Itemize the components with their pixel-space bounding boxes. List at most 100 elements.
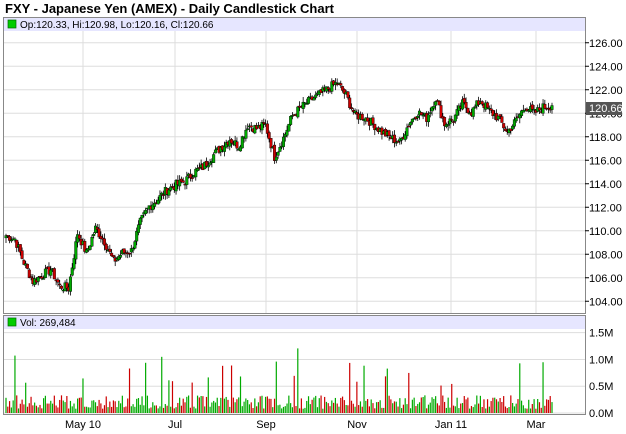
candle-body (249, 125, 253, 128)
volume-tick-label: 1.5M (589, 328, 613, 340)
candle-body (194, 168, 198, 178)
candle-body (144, 210, 148, 214)
candle-body (405, 127, 409, 137)
candle-body (290, 115, 294, 117)
candle-body (260, 122, 264, 131)
candle-body (131, 248, 135, 251)
candle-body (267, 132, 271, 140)
candle-body (167, 189, 171, 196)
candle-body (128, 253, 132, 255)
candle-body (489, 108, 493, 111)
candle-body (387, 130, 391, 137)
candle-body (462, 98, 466, 103)
candle-body (491, 110, 495, 117)
candle-body (42, 278, 46, 280)
price-y-axis: 104.00 106.00 108.00 110.00 112.00 114.00 116.… (585, 38, 623, 308)
candle-body (480, 101, 484, 105)
candle-body (409, 122, 413, 126)
candle-body (85, 249, 89, 253)
candle-body (25, 263, 29, 269)
candle-body (342, 89, 346, 94)
candle-body (97, 228, 101, 238)
candle-body (416, 116, 420, 119)
candle-body (88, 245, 92, 250)
candle-body (360, 113, 364, 120)
candle-body (314, 94, 318, 98)
candle-body (122, 248, 126, 254)
candle-body (443, 117, 447, 127)
candle-body (373, 123, 377, 131)
last-price-badge (586, 102, 622, 115)
candle-body (464, 102, 468, 109)
candle-body (403, 134, 407, 140)
candle-body (439, 105, 443, 119)
candle-body (460, 99, 464, 110)
candle-body (90, 237, 94, 247)
candle-body (503, 128, 507, 131)
candle-body (188, 173, 192, 179)
candle-body (341, 86, 345, 91)
candle-body (301, 101, 305, 109)
candle-body (430, 106, 434, 112)
candle-body (178, 179, 182, 187)
candle-body (68, 276, 72, 292)
volume-series (5, 348, 553, 413)
chart-title: FXY - Japanese Yen (AMEX) - Daily Candle… (5, 1, 334, 16)
candle-body (410, 118, 414, 123)
candle-body (330, 81, 334, 92)
price-legend: Op:120.33, Hi:120.98, Lo:120.16, Cl:120.… (20, 20, 214, 31)
x-tick-label: May 10 (65, 419, 101, 431)
volume-tick-label: 0.5M (589, 381, 613, 393)
candle-body (18, 244, 22, 253)
price-tick-label: 110.00 (589, 226, 622, 238)
candle-body (537, 107, 541, 111)
price-grid (4, 42, 585, 302)
candle-body (335, 83, 339, 85)
candle-body (185, 176, 189, 185)
candle-body (289, 116, 293, 125)
candle-body (453, 114, 457, 122)
candle-body (111, 255, 115, 258)
volume-tick-label: 1.0M (589, 354, 613, 366)
candle-body (160, 192, 164, 195)
candle-body (83, 240, 87, 252)
candle-body (158, 195, 162, 202)
candle-body (222, 145, 226, 152)
candle-body (348, 97, 352, 109)
candle-body (119, 255, 123, 258)
candle-body (434, 101, 438, 106)
candle-body (353, 110, 357, 113)
candle-body (498, 114, 502, 117)
candle-body (74, 241, 78, 260)
candle-body (156, 199, 160, 205)
candle-body (512, 119, 516, 127)
candle-body (392, 134, 396, 144)
candle-body (174, 180, 178, 192)
candle-body (437, 101, 441, 106)
candle-body (239, 146, 243, 152)
candle-body (153, 202, 157, 207)
candle-body (52, 268, 56, 280)
candle-body (371, 117, 375, 124)
candle-body (518, 114, 522, 119)
price-tick-label: 112.00 (589, 202, 622, 214)
candle-body (6, 235, 10, 237)
candle-body (355, 112, 359, 115)
price-tick-label: 114.00 (589, 179, 622, 191)
candle-body (428, 112, 432, 114)
candle-body (208, 162, 212, 165)
x-tick-label: Jan 11 (435, 419, 467, 431)
candle-body (204, 160, 208, 167)
candle-body (432, 106, 436, 109)
candle-body (136, 224, 140, 233)
candle-body (511, 125, 515, 130)
candle-body (235, 141, 239, 149)
candle-body (550, 105, 554, 110)
candle-body (15, 239, 19, 248)
price-panel (3, 17, 586, 314)
candle-body (419, 112, 423, 116)
candle-body (8, 236, 12, 241)
price-tick-label: 126.00 (589, 38, 623, 50)
candle-body (13, 238, 17, 241)
price-tick-label: 106.00 (589, 273, 623, 285)
